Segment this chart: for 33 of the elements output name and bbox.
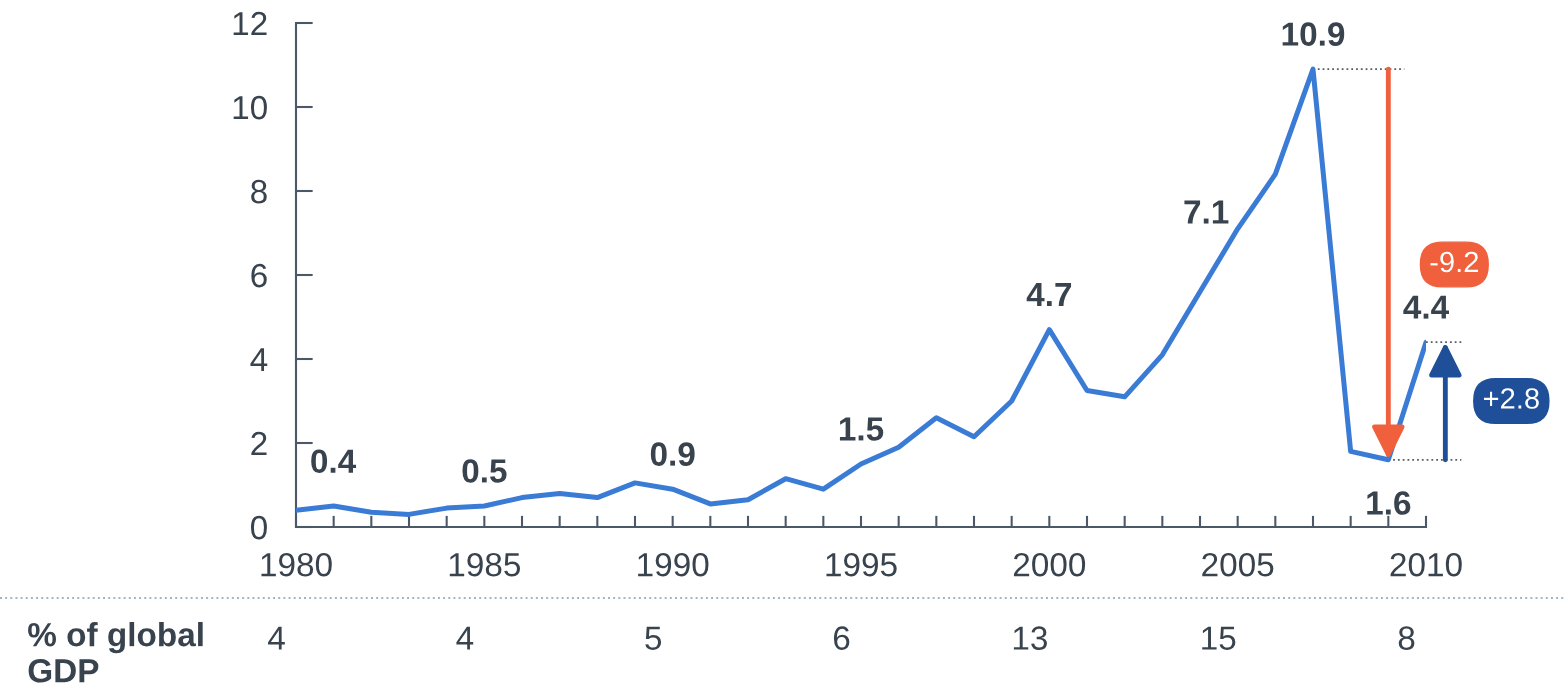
data-label: 1.6 bbox=[1367, 491, 1411, 515]
text: +2.8 bbox=[1483, 388, 1539, 409]
data-label: 10.9 bbox=[1282, 22, 1345, 46]
data-label: 4 bbox=[268, 626, 285, 650]
data-label: 0.9 bbox=[650, 442, 695, 466]
text: -9.2 bbox=[1430, 251, 1478, 273]
data-label: 6 bbox=[833, 626, 850, 650]
text: % of global GDP bbox=[28, 622, 203, 683]
y-tick-label: 4 bbox=[250, 348, 268, 372]
data-label: 1.5 bbox=[839, 417, 884, 441]
x-tick-label: 2005 bbox=[1202, 552, 1274, 577]
y-tick-label: 8 bbox=[251, 179, 267, 204]
y-tick-label: 2 bbox=[251, 431, 267, 456]
x-tick-label: 1995 bbox=[826, 552, 897, 577]
y-tick-label: 6 bbox=[251, 263, 267, 288]
x-tick-label: 2010 bbox=[1390, 552, 1462, 577]
data-label: 5 bbox=[645, 626, 662, 650]
data-label: 8 bbox=[1398, 626, 1415, 650]
data-label: 4.7 bbox=[1026, 283, 1072, 307]
data-label: 4.4 bbox=[1403, 295, 1449, 319]
y-tick-label: 10 bbox=[233, 95, 267, 120]
x-tick-label: 1990 bbox=[638, 552, 709, 577]
data-label: 15 bbox=[1202, 626, 1236, 650]
x-tick-label: 2000 bbox=[1013, 552, 1086, 577]
data-label: 4 bbox=[456, 626, 474, 650]
y-tick-label: 0 bbox=[250, 515, 267, 540]
x-tick-label: 1985 bbox=[449, 552, 521, 577]
data-label: 7.1 bbox=[1184, 200, 1229, 224]
x-tick-label: 1980 bbox=[261, 552, 332, 577]
data-label: 0.5 bbox=[462, 459, 507, 483]
data-label: 0.4 bbox=[311, 449, 357, 474]
y-tick-label: 12 bbox=[233, 11, 267, 36]
data-label: 13 bbox=[1013, 626, 1047, 650]
